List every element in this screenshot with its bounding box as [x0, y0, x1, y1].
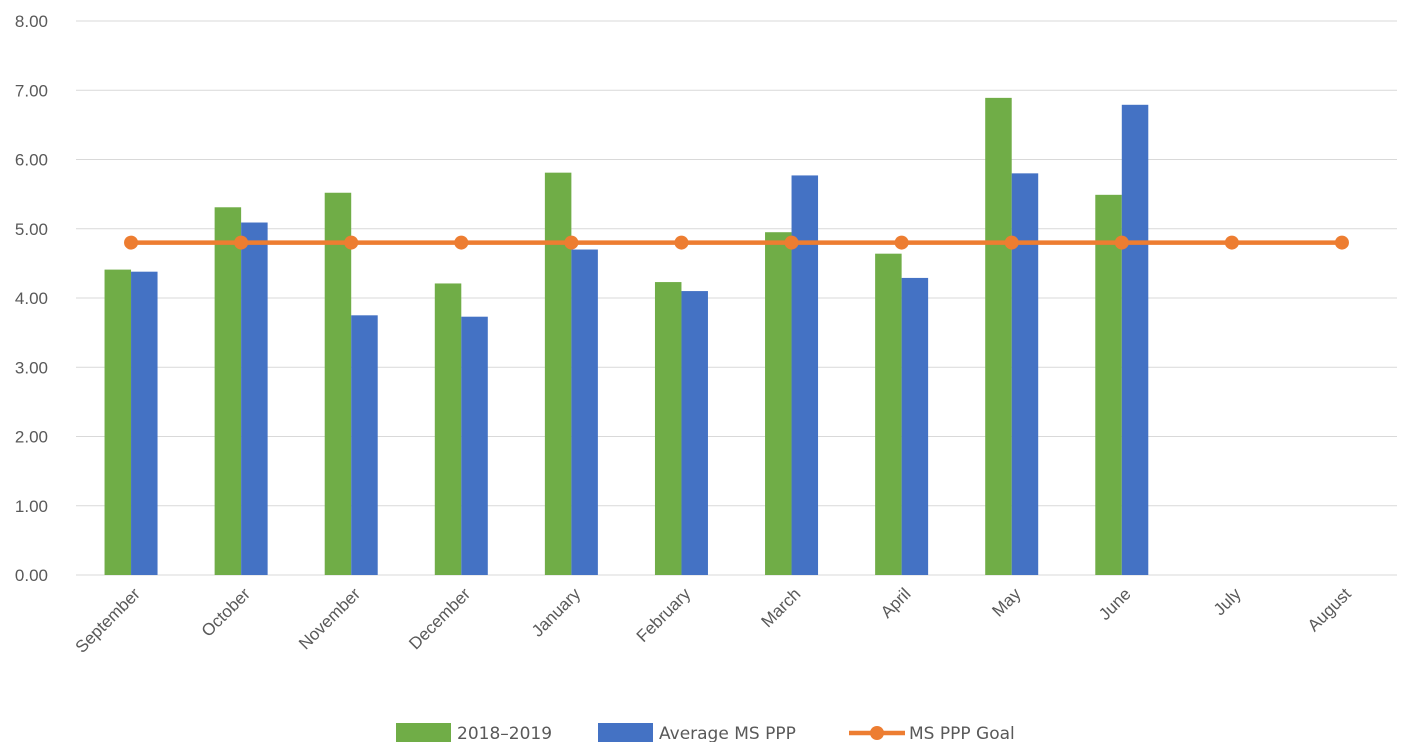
bar-average: [571, 249, 598, 575]
goal-point: [894, 235, 909, 250]
bar-average: [1011, 173, 1039, 575]
goal-point: [1004, 235, 1019, 250]
goal-point: [1224, 235, 1239, 250]
bar-average: [791, 175, 819, 576]
goal-point: [674, 235, 689, 250]
x-tick-label: December: [405, 584, 474, 653]
legend-label-season: 2018–2019: [457, 724, 552, 742]
bar-average: [461, 316, 488, 575]
x-tick-label: August: [1304, 584, 1355, 635]
bar-season: [985, 97, 1012, 576]
goal-point: [344, 235, 359, 250]
bar-season: [544, 172, 572, 575]
bar-season: [434, 283, 462, 575]
y-tick-label: 6.00: [15, 151, 48, 170]
gridlines: [76, 20, 1397, 576]
y-tick-label: 5.00: [15, 220, 48, 239]
goal-point: [1334, 235, 1349, 250]
x-tick-label: September: [72, 584, 144, 656]
legend-label-average: Average MS PPP: [659, 724, 796, 742]
goal-point: [454, 235, 469, 250]
y-tick-label: 4.00: [15, 289, 48, 308]
bar-season: [324, 192, 352, 576]
bar-average: [131, 271, 158, 575]
x-tick-label: October: [198, 584, 254, 640]
x-tick-label: May: [988, 584, 1024, 620]
y-tick-label: 0.00: [15, 566, 48, 585]
bar-average: [901, 277, 929, 575]
x-tick-label: November: [295, 584, 364, 653]
y-tick-label: 1.00: [15, 497, 48, 516]
x-tick-label: July: [1210, 584, 1245, 619]
bar-average: [351, 315, 378, 575]
x-axis: September October November December January F…: [72, 584, 1355, 657]
y-tick-label: 3.00: [15, 358, 48, 377]
y-tick-label: 2.00: [15, 428, 48, 447]
x-tick-label: January: [528, 584, 585, 641]
x-tick-label: February: [633, 584, 695, 646]
bars-layer: [104, 97, 1149, 576]
y-axis: 0.00 1.00 2.00 3.00 4.00 5.00 6.00 7.00 8.00: [15, 12, 48, 585]
bar-average: [1121, 104, 1149, 575]
bar-season: [654, 282, 682, 575]
x-tick-label: June: [1095, 584, 1135, 624]
legend-swatch-goal-marker: [870, 726, 884, 740]
x-tick-label: April: [877, 584, 914, 621]
bar-average: [681, 291, 708, 575]
bar-average: [241, 222, 268, 575]
legend-swatch-season: [396, 723, 451, 742]
bar-season: [765, 232, 792, 575]
legend-swatch-average: [598, 723, 653, 742]
y-tick-label: 7.00: [15, 81, 48, 100]
x-tick-label: March: [758, 584, 805, 631]
goal-point: [124, 235, 139, 250]
bar-season: [875, 253, 902, 575]
bar-season: [1095, 194, 1122, 575]
bar-season: [214, 207, 242, 575]
bar-season: [104, 269, 132, 575]
legend-label-goal: MS PPP Goal: [909, 724, 1015, 742]
goal-line-layer: [124, 235, 1349, 250]
goal-point: [234, 235, 249, 250]
legend: 2018–2019 Average MS PPP MS PPP Goal: [396, 723, 1015, 742]
goal-point: [784, 235, 799, 250]
y-tick-label: 8.00: [15, 12, 48, 31]
goal-point: [564, 235, 579, 250]
goal-point: [1114, 235, 1129, 250]
